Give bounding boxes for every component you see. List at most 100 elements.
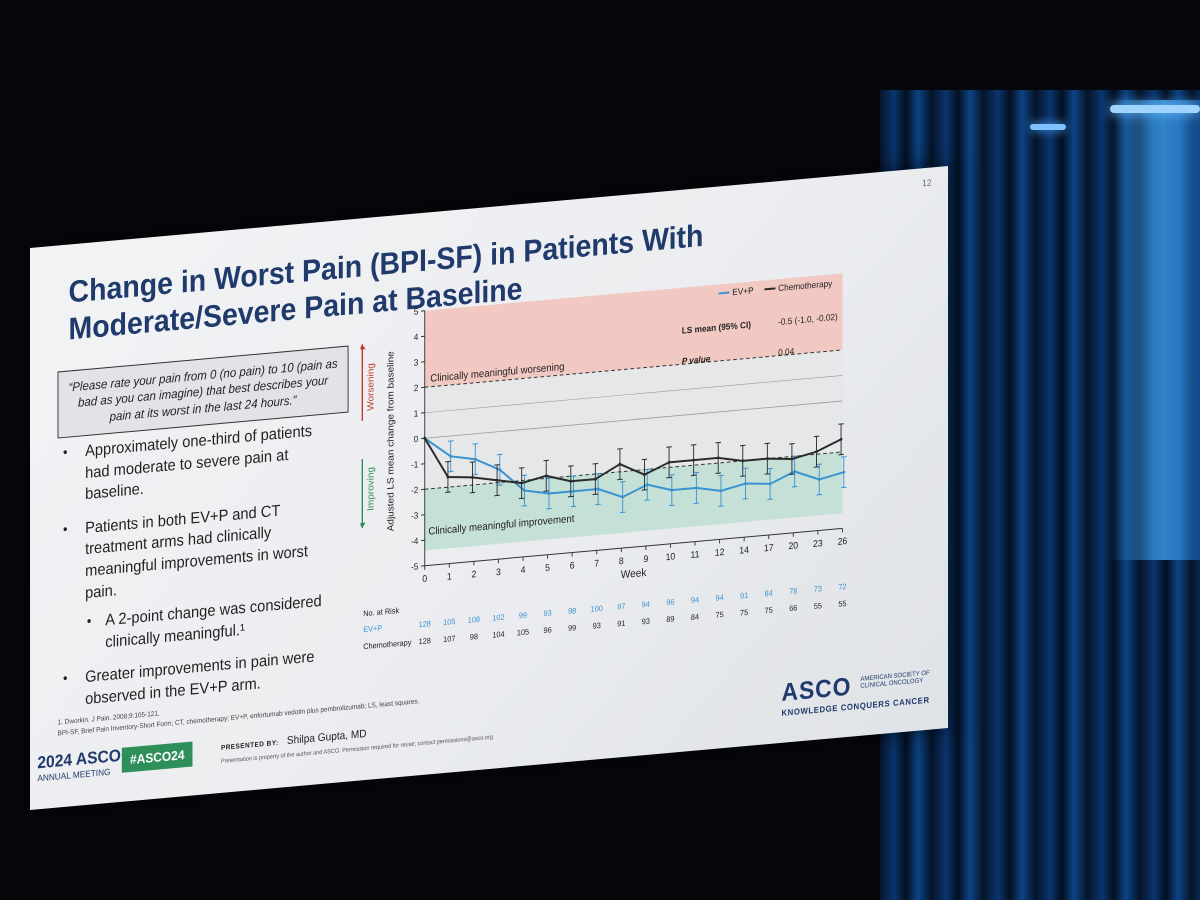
hashtag-badge: #ASCO24 [121, 741, 193, 773]
y-tick-label: -1 [411, 459, 419, 470]
x-tick-label: 7 [594, 558, 599, 569]
y-axis-label: Adjusted LS mean change from baseline [386, 351, 397, 532]
data-point [572, 489, 575, 493]
worsening-arrow-head [360, 344, 366, 350]
at-risk-cell: 94 [715, 593, 724, 603]
at-risk-cell: 89 [666, 614, 674, 624]
x-tick-label: 0 [422, 573, 427, 584]
y-axis: 5 4 3 2 1 0 -1 -2 -3 -4 -5 [411, 306, 426, 572]
at-risk-cell: 93 [544, 608, 552, 618]
data-point [593, 477, 597, 481]
legend-chemo-swatch [764, 287, 776, 291]
x-tick-label: 17 [764, 542, 774, 553]
at-risk-cell: 72 [838, 582, 846, 592]
data-point [765, 457, 769, 461]
at-risk-cell: 94 [642, 599, 651, 609]
x-tick-label: 23 [813, 538, 823, 549]
at-risk-cell: 84 [765, 588, 774, 598]
at-risk-cell: 108 [468, 615, 480, 625]
at-risk-cell: 93 [593, 621, 601, 631]
x-tick-label: 9 [643, 553, 648, 564]
at-risk-cell: 96 [666, 597, 674, 607]
zero-line [424, 400, 843, 439]
at-risk-cell: 94 [691, 595, 700, 605]
series-layer [423, 423, 847, 514]
bullet-list: Approximately one-third of patients had … [56, 418, 341, 725]
x-tick-label: 5 [545, 562, 550, 573]
improving-arrow-head [360, 522, 366, 528]
slide: 12 Change in Worst Pain (BPI-SF) in Pati… [30, 166, 948, 810]
chart-legend: EV+P Chemotherapy [718, 278, 833, 297]
data-point [544, 474, 548, 478]
at-risk-cell: 128 [419, 619, 431, 629]
data-point [520, 481, 524, 485]
presented-by-label: PRESENTED BY: [220, 739, 279, 752]
slide-number: 12 [922, 177, 932, 189]
data-point [790, 457, 794, 461]
data-point [473, 457, 477, 461]
data-point [449, 454, 453, 458]
at-risk-cell: 105 [517, 627, 529, 637]
y-tick-label: 2 [414, 382, 419, 393]
data-point [695, 486, 698, 490]
at-risk-cell: 102 [492, 612, 504, 622]
midline [424, 375, 843, 414]
data-point [569, 479, 573, 483]
at-risk-cell: 84 [691, 612, 700, 622]
worsening-threshold-line [424, 349, 843, 388]
series-chemo-line [423, 437, 842, 485]
at-risk-table: No. at Risk EV+P 128 105 108 102 99 93 98 100 97 94… [363, 582, 846, 652]
p-value-label: P value [682, 353, 711, 366]
data-point [446, 475, 450, 479]
curtain-light [1110, 100, 1200, 560]
at-risk-cell: 55 [838, 599, 846, 609]
at-risk-cell: 99 [568, 623, 576, 633]
asco-logo: ASCO AMERICAN SOCIETY OF CLINICAL ONCOLO… [781, 666, 929, 718]
x-tick-label: 3 [496, 567, 501, 578]
x-tick-label: 20 [788, 540, 798, 551]
at-risk-cell: 107 [443, 634, 455, 644]
at-risk-cell: 98 [470, 632, 478, 642]
data-point [719, 489, 723, 493]
data-point [768, 482, 772, 486]
x-tick-label: 11 [690, 549, 699, 560]
data-point [815, 450, 818, 454]
data-point [498, 468, 502, 472]
at-risk-cell: 75 [765, 605, 773, 615]
x-tick-label: 8 [619, 556, 624, 567]
data-point [523, 489, 526, 493]
y-tick-label: 5 [414, 306, 419, 317]
y-tick-label: -2 [411, 484, 419, 495]
at-risk-row-label: Chemotherapy [363, 638, 411, 652]
data-point [495, 478, 499, 482]
at-risk-cell: 99 [519, 610, 527, 620]
x-tick-label: 26 [838, 536, 848, 547]
data-point [692, 458, 696, 462]
at-risk-cell: 128 [419, 636, 431, 646]
at-risk-cell: 91 [617, 619, 625, 629]
x-tick-label: 12 [715, 547, 725, 558]
presenter-name: Shilpa Gupta, MD [286, 727, 367, 748]
at-risk-cell: 78 [789, 586, 797, 596]
y-tick-label: -4 [411, 535, 419, 546]
y-tick-label: -5 [411, 561, 419, 572]
legend-evp-label: EV+P [732, 285, 754, 297]
at-risk-cell: 91 [740, 591, 748, 601]
x-tick-label: 10 [666, 551, 676, 562]
y-tick-label: 0 [414, 433, 419, 444]
worsening-side-label: Worsening [366, 363, 377, 412]
at-risk-cell: 66 [789, 603, 797, 613]
stage-light-small [1030, 124, 1066, 130]
data-point [621, 495, 625, 499]
at-risk-cell: 96 [544, 625, 552, 635]
at-risk-cell: 93 [642, 616, 650, 626]
data-point [645, 483, 649, 487]
data-point [716, 456, 720, 460]
data-point [839, 437, 843, 441]
y-tick-label: 4 [414, 331, 419, 342]
x-tick-label: 2 [471, 569, 476, 580]
at-risk-cell: 75 [740, 608, 748, 618]
data-point [744, 482, 747, 486]
